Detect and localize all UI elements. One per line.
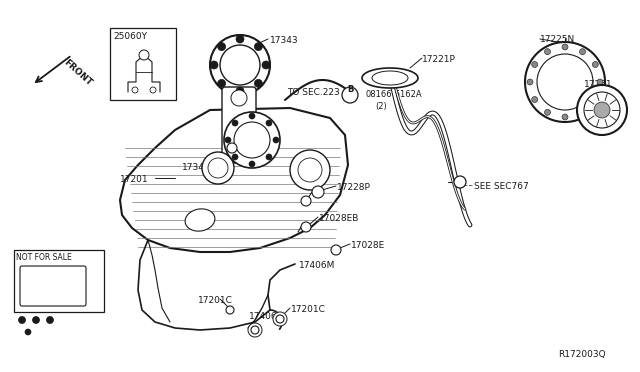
Text: 17228P: 17228P bbox=[337, 183, 371, 192]
Circle shape bbox=[266, 120, 272, 126]
Circle shape bbox=[226, 306, 234, 314]
Text: FRONT: FRONT bbox=[62, 58, 93, 88]
Circle shape bbox=[210, 35, 270, 95]
FancyBboxPatch shape bbox=[110, 28, 176, 100]
Text: R172003Q: R172003Q bbox=[558, 350, 605, 359]
Text: NOT FOR SALE: NOT FOR SALE bbox=[16, 253, 72, 262]
Text: 17201C: 17201C bbox=[291, 305, 326, 314]
Text: 17406M: 17406M bbox=[299, 261, 335, 270]
Circle shape bbox=[232, 120, 238, 126]
Text: 17342: 17342 bbox=[182, 163, 211, 172]
Circle shape bbox=[231, 90, 247, 106]
FancyBboxPatch shape bbox=[14, 250, 104, 312]
Circle shape bbox=[47, 317, 54, 324]
Text: 08166-6162A: 08166-6162A bbox=[365, 90, 422, 99]
FancyBboxPatch shape bbox=[20, 266, 86, 306]
Circle shape bbox=[545, 49, 550, 55]
Circle shape bbox=[262, 61, 270, 69]
Text: SEE SEC767: SEE SEC767 bbox=[474, 182, 529, 191]
Circle shape bbox=[248, 323, 262, 337]
Circle shape bbox=[342, 87, 358, 103]
Circle shape bbox=[208, 158, 228, 178]
FancyBboxPatch shape bbox=[222, 87, 256, 163]
Circle shape bbox=[532, 61, 538, 67]
Circle shape bbox=[312, 186, 324, 198]
Circle shape bbox=[545, 109, 550, 115]
Text: 17225N: 17225N bbox=[540, 35, 575, 44]
Text: 17406: 17406 bbox=[249, 312, 278, 321]
Circle shape bbox=[273, 137, 279, 143]
Text: 17221P: 17221P bbox=[422, 55, 456, 64]
Circle shape bbox=[249, 113, 255, 119]
Circle shape bbox=[132, 87, 138, 93]
Circle shape bbox=[232, 154, 238, 160]
Text: 17028EB: 17028EB bbox=[319, 214, 360, 223]
Circle shape bbox=[249, 161, 255, 167]
Text: B: B bbox=[347, 85, 353, 94]
Circle shape bbox=[594, 102, 610, 118]
Circle shape bbox=[454, 176, 466, 188]
Text: 17201: 17201 bbox=[120, 175, 148, 184]
Text: 17226: 17226 bbox=[228, 133, 257, 142]
Circle shape bbox=[218, 79, 226, 87]
Text: 17028E: 17028E bbox=[351, 241, 385, 250]
Circle shape bbox=[251, 326, 259, 334]
Text: (2): (2) bbox=[375, 102, 387, 111]
Circle shape bbox=[218, 43, 226, 51]
Circle shape bbox=[301, 196, 311, 206]
Text: 17201C: 17201C bbox=[198, 296, 233, 305]
Circle shape bbox=[202, 152, 234, 184]
Text: TO SEC.223: TO SEC.223 bbox=[287, 88, 340, 97]
Circle shape bbox=[150, 87, 156, 93]
Text: 17343: 17343 bbox=[270, 36, 299, 45]
Circle shape bbox=[298, 158, 322, 182]
Circle shape bbox=[579, 109, 586, 115]
Circle shape bbox=[276, 315, 284, 323]
Polygon shape bbox=[372, 71, 408, 85]
Circle shape bbox=[236, 87, 244, 95]
Circle shape bbox=[139, 50, 149, 60]
Circle shape bbox=[19, 317, 26, 324]
Polygon shape bbox=[362, 68, 418, 88]
Circle shape bbox=[331, 245, 341, 255]
Circle shape bbox=[577, 85, 627, 135]
Circle shape bbox=[254, 43, 262, 51]
Circle shape bbox=[220, 45, 260, 85]
Circle shape bbox=[527, 79, 533, 85]
Circle shape bbox=[224, 112, 280, 168]
Circle shape bbox=[236, 35, 244, 43]
Circle shape bbox=[254, 79, 262, 87]
Circle shape bbox=[210, 61, 218, 69]
Circle shape bbox=[584, 92, 620, 128]
Circle shape bbox=[579, 49, 586, 55]
Circle shape bbox=[290, 150, 330, 190]
Ellipse shape bbox=[185, 209, 215, 231]
Circle shape bbox=[537, 54, 593, 110]
Circle shape bbox=[266, 154, 272, 160]
Circle shape bbox=[301, 222, 311, 232]
Circle shape bbox=[532, 96, 538, 103]
Text: 25060Y: 25060Y bbox=[113, 32, 147, 41]
Circle shape bbox=[597, 79, 603, 85]
Circle shape bbox=[25, 329, 31, 335]
Text: 17251: 17251 bbox=[584, 80, 612, 89]
Circle shape bbox=[562, 44, 568, 50]
Circle shape bbox=[592, 61, 598, 67]
Circle shape bbox=[592, 96, 598, 103]
Circle shape bbox=[273, 312, 287, 326]
Polygon shape bbox=[120, 108, 348, 252]
Text: 17040: 17040 bbox=[222, 110, 251, 119]
Circle shape bbox=[234, 122, 270, 158]
Circle shape bbox=[33, 317, 40, 324]
Circle shape bbox=[225, 137, 231, 143]
Circle shape bbox=[562, 114, 568, 120]
Circle shape bbox=[525, 42, 605, 122]
Circle shape bbox=[227, 143, 237, 153]
